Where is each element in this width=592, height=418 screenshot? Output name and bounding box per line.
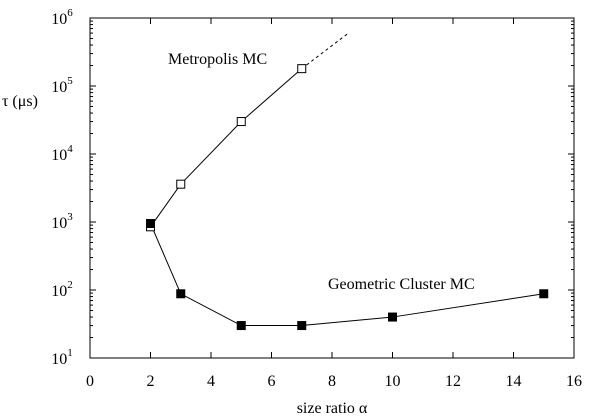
x-tick-label: 10	[385, 373, 401, 390]
plot-frame	[89, 17, 575, 359]
y-tick-label: 104	[51, 143, 73, 164]
x-tick-label: 8	[328, 373, 336, 390]
data-point-filled-square	[236, 321, 246, 331]
y-axis-title: τ (μs)	[2, 93, 38, 110]
y-tick-label: 102	[51, 279, 73, 300]
data-point-filled-square	[176, 289, 186, 299]
y-tick-label: 105	[51, 75, 73, 96]
data-point-open-square	[176, 179, 186, 189]
y-tick-label: 101	[51, 347, 73, 368]
x-tick-label: 0	[86, 373, 94, 390]
x-axis-title: size ratio α	[297, 400, 368, 417]
data-point-open-square	[297, 64, 307, 74]
series-lines	[150, 33, 544, 327]
axis-ticks: 0 2 4 6 8 10 12 14 16 101 102 103 104 105 106	[51, 7, 582, 390]
series-line-0	[150, 68, 303, 228]
series-markers	[146, 64, 549, 331]
series-extrapolation-line-0	[301, 33, 348, 70]
data-point-filled-square	[388, 312, 397, 322]
y-tick-label: 106	[51, 7, 73, 28]
data-point-filled-square	[539, 289, 549, 299]
data-point-filled-square	[146, 219, 155, 229]
x-tick-label: 16	[566, 373, 582, 390]
x-tick-label: 14	[506, 373, 522, 390]
data-point-filled-square	[297, 321, 307, 331]
series-line-1	[150, 223, 544, 327]
x-tick-label: 6	[268, 373, 276, 390]
series-label-geometric-cluster: Geometric Cluster MC	[328, 276, 475, 293]
x-tick-label: 12	[445, 373, 461, 390]
y-tick-label: 103	[51, 211, 73, 232]
x-tick-label: 2	[147, 373, 155, 390]
x-tick-label: 4	[207, 373, 215, 390]
data-point-open-square	[236, 117, 246, 127]
series-label-metropolis: Metropolis MC	[168, 51, 267, 68]
